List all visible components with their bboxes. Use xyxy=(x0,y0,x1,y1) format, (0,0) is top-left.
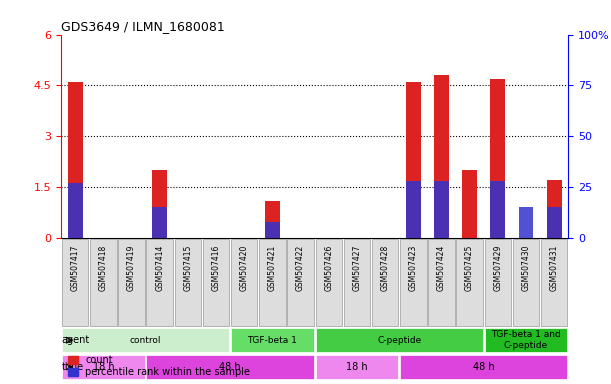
FancyBboxPatch shape xyxy=(231,328,314,352)
Text: GSM507425: GSM507425 xyxy=(465,245,474,291)
Bar xyxy=(406,82,420,238)
Text: control: control xyxy=(130,336,161,344)
Text: GSM507419: GSM507419 xyxy=(127,245,136,291)
FancyBboxPatch shape xyxy=(485,239,511,326)
FancyBboxPatch shape xyxy=(90,239,117,326)
Bar xyxy=(434,181,449,238)
FancyBboxPatch shape xyxy=(147,239,173,326)
Text: agent: agent xyxy=(62,335,90,345)
Text: GSM507422: GSM507422 xyxy=(296,245,305,291)
Bar xyxy=(406,181,420,238)
Bar xyxy=(152,170,167,238)
Text: GSM507416: GSM507416 xyxy=(211,245,221,291)
FancyBboxPatch shape xyxy=(147,355,314,379)
Text: TGF-beta 1: TGF-beta 1 xyxy=(247,336,298,344)
FancyBboxPatch shape xyxy=(62,355,145,379)
Text: 48 h: 48 h xyxy=(473,362,494,372)
Text: GSM507431: GSM507431 xyxy=(550,245,558,291)
Text: GSM507430: GSM507430 xyxy=(521,245,530,291)
Text: C-peptide: C-peptide xyxy=(377,336,422,344)
FancyBboxPatch shape xyxy=(541,239,568,326)
Text: GSM507423: GSM507423 xyxy=(409,245,418,291)
Legend: count, percentile rank within the sample: count, percentile rank within the sample xyxy=(66,353,252,379)
FancyBboxPatch shape xyxy=(315,328,483,352)
Bar xyxy=(491,79,505,238)
Text: GSM507424: GSM507424 xyxy=(437,245,446,291)
Text: GSM507420: GSM507420 xyxy=(240,245,249,291)
FancyBboxPatch shape xyxy=(400,239,426,326)
FancyBboxPatch shape xyxy=(315,239,342,326)
FancyBboxPatch shape xyxy=(343,239,370,326)
Bar xyxy=(68,82,82,238)
Text: GSM507414: GSM507414 xyxy=(155,245,164,291)
FancyBboxPatch shape xyxy=(400,355,568,379)
FancyBboxPatch shape xyxy=(315,355,398,379)
Text: time: time xyxy=(62,362,84,372)
Text: 18 h: 18 h xyxy=(92,362,114,372)
Text: GSM507421: GSM507421 xyxy=(268,245,277,291)
Text: GSM507428: GSM507428 xyxy=(381,245,390,291)
Text: GSM507426: GSM507426 xyxy=(324,245,333,291)
FancyBboxPatch shape xyxy=(259,239,286,326)
FancyBboxPatch shape xyxy=(62,239,89,326)
Bar xyxy=(152,207,167,238)
Bar xyxy=(463,170,477,238)
FancyBboxPatch shape xyxy=(456,239,483,326)
Text: TGF-beta 1 and
C-peptide: TGF-beta 1 and C-peptide xyxy=(491,331,561,350)
Text: 18 h: 18 h xyxy=(346,362,368,372)
Bar xyxy=(519,207,533,238)
Text: GSM507427: GSM507427 xyxy=(353,245,362,291)
Text: GSM507417: GSM507417 xyxy=(71,245,79,291)
Bar xyxy=(491,181,505,238)
FancyBboxPatch shape xyxy=(287,239,314,326)
FancyBboxPatch shape xyxy=(428,239,455,326)
Text: 48 h: 48 h xyxy=(219,362,241,372)
FancyBboxPatch shape xyxy=(231,239,257,326)
FancyBboxPatch shape xyxy=(175,239,201,326)
FancyBboxPatch shape xyxy=(62,328,229,352)
Bar xyxy=(434,75,449,238)
FancyBboxPatch shape xyxy=(119,239,145,326)
Text: GSM507418: GSM507418 xyxy=(99,245,108,291)
Text: GSM507415: GSM507415 xyxy=(183,245,192,291)
Bar xyxy=(547,207,562,238)
Bar xyxy=(265,222,280,238)
Bar xyxy=(265,200,280,238)
FancyBboxPatch shape xyxy=(485,328,568,352)
FancyBboxPatch shape xyxy=(513,239,540,326)
Text: GSM507429: GSM507429 xyxy=(493,245,502,291)
Bar xyxy=(68,183,82,238)
Text: GDS3649 / ILMN_1680081: GDS3649 / ILMN_1680081 xyxy=(61,20,225,33)
FancyBboxPatch shape xyxy=(203,239,229,326)
FancyBboxPatch shape xyxy=(372,239,398,326)
Bar xyxy=(547,180,562,238)
